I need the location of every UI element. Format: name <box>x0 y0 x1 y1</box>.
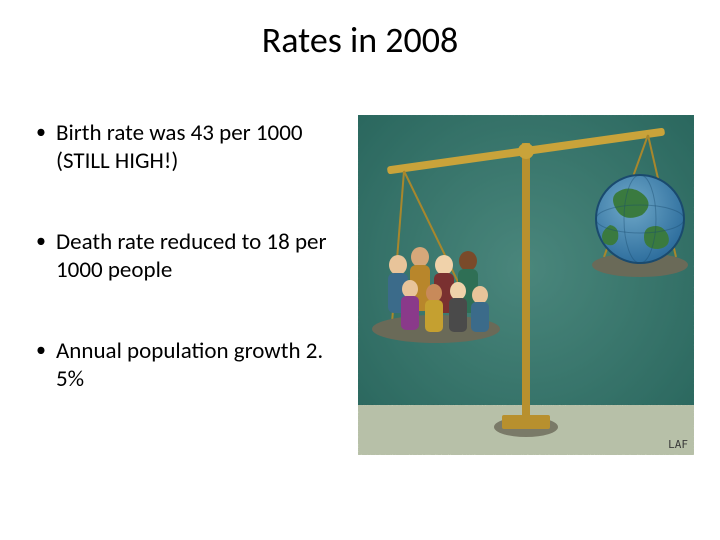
scale-pole <box>522 143 530 423</box>
bullet-list: Birth rate was 43 per 1000 (STILL HIGH!)… <box>32 120 352 394</box>
artist-signature: LAF <box>668 438 688 451</box>
bullet-list-container: Birth rate was 43 per 1000 (STILL HIGH!)… <box>32 120 352 448</box>
bullet-item: Annual population growth 2. 5% <box>32 338 352 393</box>
bullet-item: Death rate reduced to 18 per 1000 people <box>32 229 352 284</box>
globe <box>596 175 684 263</box>
bullet-item: Birth rate was 43 per 1000 (STILL HIGH!) <box>32 120 352 175</box>
people-group <box>388 247 489 332</box>
illustration-scale-people-globe: LAF <box>358 115 694 455</box>
slide-title: Rates in 2008 <box>0 18 720 62</box>
scale-base <box>502 415 550 429</box>
